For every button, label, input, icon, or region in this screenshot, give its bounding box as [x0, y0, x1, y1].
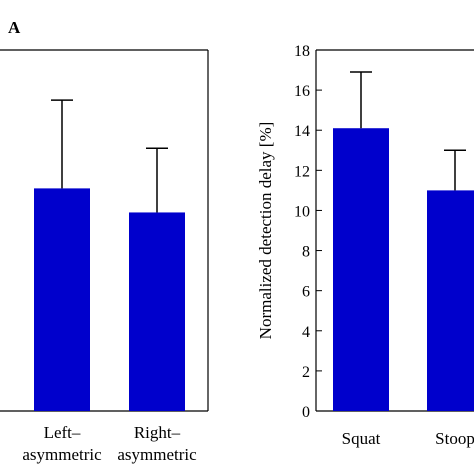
- x-tick-label: Right–: [134, 423, 181, 442]
- bar-0: [333, 128, 389, 411]
- bar-1: [427, 190, 474, 411]
- panel-label: A: [8, 18, 21, 37]
- x-tick-label: Stoop: [435, 429, 474, 448]
- y-tick-label: 4: [302, 324, 310, 341]
- y-tick-label: 16: [294, 83, 310, 100]
- right-panel: 0 2 4 6 8 10 12 14 16 18 Normalized detection dela…: [256, 43, 474, 448]
- y-tick-label: 18: [294, 43, 310, 60]
- x-tick-label: asymmetric: [117, 445, 197, 464]
- y-tick-label: 8: [302, 244, 310, 261]
- bar-0: [34, 188, 90, 411]
- x-tick-label: Left–: [44, 423, 81, 442]
- y-tick-label: 6: [302, 284, 310, 301]
- y-axis-label: Normalized detection delay [%]: [256, 122, 275, 340]
- bar-1: [129, 212, 185, 411]
- y-tick-label: 12: [294, 163, 310, 180]
- left-panel: Left– asymmetric Right– asymmetric: [0, 49, 209, 464]
- x-tick-label: asymmetric: [22, 445, 102, 464]
- y-tick-label: 2: [302, 364, 310, 381]
- x-tick-label: Squat: [342, 429, 381, 448]
- y-tick-label: 0: [302, 404, 310, 421]
- y-tick-label: 14: [294, 123, 310, 140]
- y-tick-label: 10: [294, 203, 310, 220]
